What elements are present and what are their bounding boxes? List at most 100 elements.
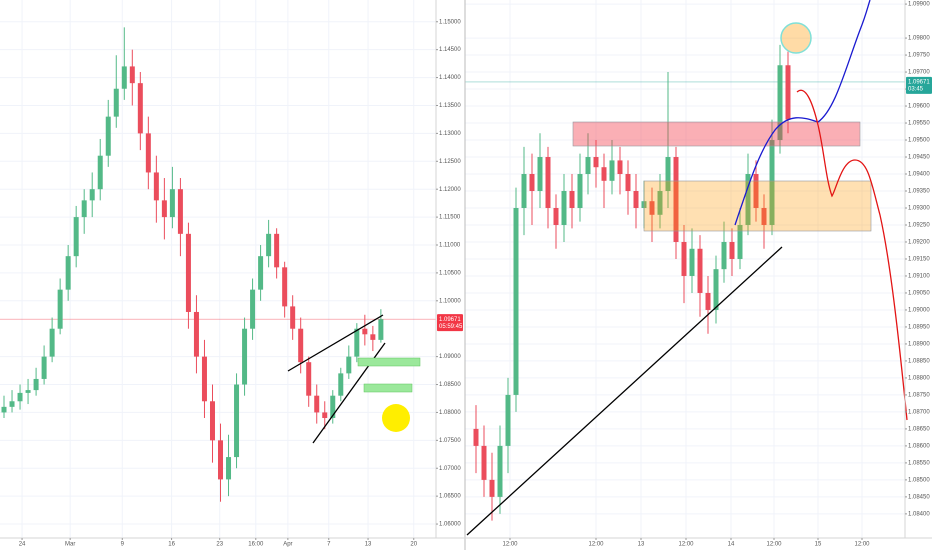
candle-body (577, 174, 583, 208)
y-tick-label: 1.08450 (908, 494, 930, 500)
last-price-label: 1.09671 (908, 79, 930, 85)
y-tick-label: 1.11000 (439, 243, 461, 249)
y-tick-label: 1.14500 (439, 47, 461, 53)
last-price-label: 1.09671 (439, 317, 461, 323)
x-tick-label: 13 (365, 542, 372, 548)
candle-body (354, 328, 360, 357)
y-tick-label: 1.08650 (908, 426, 930, 432)
trend-line (466, 246, 783, 536)
y-tick-label: 1.08000 (439, 410, 461, 416)
candle-body (346, 356, 352, 374)
y-tick-label: 1.12500 (439, 159, 461, 165)
candle-body (145, 133, 151, 173)
y-tick-label: 1.15000 (439, 19, 461, 25)
x-tick-label: 13 (638, 542, 645, 548)
candle-body (81, 200, 87, 218)
target-zone (363, 383, 413, 393)
candle-body (177, 189, 183, 234)
x-tick-label: 12:00 (678, 542, 694, 548)
candle-body (505, 394, 511, 446)
wedge-upper-line (287, 314, 384, 372)
candle-body (153, 172, 159, 201)
y-tick-label: 1.06000 (439, 522, 461, 528)
y-tick-label: 1.08600 (908, 443, 930, 449)
y-tick-label: 1.09550 (908, 121, 930, 127)
x-tick-label: 9 (121, 542, 125, 548)
candle-body (121, 66, 127, 89)
candle-body (25, 390, 31, 393)
y-tick-label: 1.10500 (439, 270, 461, 276)
candle-body (697, 248, 703, 293)
candle-body (97, 155, 103, 190)
candle-body (250, 289, 256, 329)
y-tick-label: 1.08950 (908, 325, 930, 331)
y-tick-label: 1.13000 (439, 131, 461, 137)
candle-body (362, 328, 368, 335)
candle-body (473, 428, 479, 446)
y-tick-label: 1.08500 (439, 382, 461, 388)
y-tick-label: 1.08900 (908, 342, 930, 348)
candle-body (330, 395, 336, 419)
y-tick-label: 1.06500 (439, 494, 461, 500)
y-tick-label: 1.09600 (908, 104, 930, 110)
x-tick-label: 15 (815, 542, 822, 548)
candle-body (633, 191, 639, 208)
y-tick-label: 1.08800 (908, 376, 930, 382)
y-tick-label: 1.09450 (908, 155, 930, 161)
candle-body (201, 356, 207, 402)
candle-body (745, 174, 751, 225)
y-tick-label: 1.09050 (908, 291, 930, 297)
candle-body (33, 378, 39, 391)
candle-body (274, 233, 280, 268)
candle-body (521, 174, 527, 208)
candle-body (218, 440, 224, 480)
candle-body (322, 412, 328, 419)
x-tick-label: 20 (410, 542, 417, 548)
candle-body (49, 328, 55, 357)
candle-body (649, 201, 655, 215)
y-tick-label: 1.09350 (908, 189, 930, 195)
y-tick-label: 1.09100 (908, 274, 930, 280)
candle-body (681, 241, 687, 276)
candle-body (298, 328, 304, 363)
candle-body (673, 157, 679, 242)
y-tick-label: 1.09700 (908, 70, 930, 76)
x-tick-label: 16 (168, 542, 175, 548)
candle-body (234, 384, 240, 458)
last-price-tag (437, 314, 463, 332)
candle-body (497, 445, 503, 497)
candle-body (609, 160, 615, 181)
y-tick-label: 1.11500 (439, 215, 461, 221)
candle-body (306, 362, 312, 396)
x-tick-label: 12:00 (854, 542, 870, 548)
x-tick-label: 12:00 (588, 542, 604, 548)
y-tick-label: 1.07000 (439, 466, 461, 472)
y-tick-label: 1.13500 (439, 103, 461, 109)
support-zone (643, 180, 872, 232)
countdown-label: 05:59:45 (439, 324, 463, 330)
x-tick-label: 14 (728, 542, 735, 548)
candle-body (665, 157, 671, 192)
y-tick-label: 1.09750 (908, 53, 930, 59)
top-circle (780, 22, 812, 54)
candle-body (378, 319, 384, 340)
candle-body (338, 373, 344, 396)
y-tick-label: 1.09000 (908, 308, 930, 314)
candle-body (113, 88, 119, 117)
candle-body (282, 267, 288, 307)
candle-body (1, 406, 7, 413)
candle-body (129, 66, 135, 84)
x-tick-label: Mar (65, 542, 75, 548)
y-tick-label: 1.14000 (439, 75, 461, 81)
candle-body (529, 174, 535, 192)
candle-body (193, 311, 199, 357)
last-price-tag (906, 76, 932, 94)
x-tick-label: 12:00 (766, 542, 782, 548)
candle-body (625, 174, 631, 192)
candles (1, 27, 791, 521)
x-tick-label: 12:00 (502, 542, 518, 548)
y-tick-label: 1.10000 (439, 298, 461, 304)
